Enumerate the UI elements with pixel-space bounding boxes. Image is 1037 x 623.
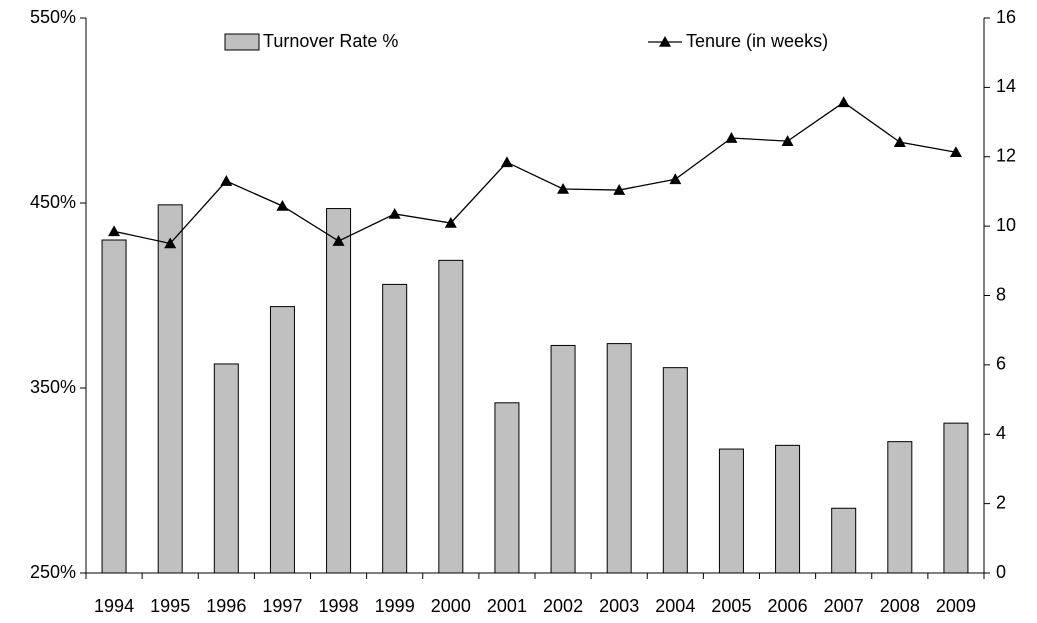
bar [269, 306, 295, 574]
y-tick-label: 450% [30, 192, 76, 212]
line-marker [220, 175, 233, 186]
line-marker [613, 184, 626, 195]
legend-swatch [224, 33, 260, 51]
x-tick-label: 2000 [431, 596, 471, 616]
legend-label: Turnover Rate % [263, 31, 398, 51]
line-marker [669, 173, 682, 185]
y2-tick-label: 6 [996, 354, 1006, 374]
line-marker [781, 135, 794, 146]
line-marker [949, 146, 962, 158]
bar [943, 422, 969, 574]
bar [718, 448, 744, 574]
x-tick-label: 1995 [150, 596, 190, 616]
line [113, 101, 957, 245]
bar [494, 402, 520, 574]
bar [157, 204, 183, 574]
line-marker [500, 156, 513, 168]
line-marker [893, 136, 906, 147]
bar [326, 208, 352, 574]
bar [213, 363, 239, 574]
x-tick-label: 1999 [375, 596, 415, 616]
y2-tick-label: 10 [996, 215, 1016, 235]
line-marker [388, 207, 401, 219]
bar [831, 507, 857, 574]
line-marker [837, 96, 850, 108]
x-tick-label: 2002 [543, 596, 583, 616]
line-marker [444, 217, 457, 228]
y2-tick-label: 8 [996, 284, 1006, 304]
x-tick-label: 2008 [880, 596, 920, 616]
bar [550, 344, 576, 574]
bar [887, 441, 913, 574]
line-marker [276, 200, 289, 211]
line-marker [557, 183, 570, 194]
y2-tick-label: 2 [996, 492, 1006, 512]
y2-tick-label: 14 [996, 76, 1016, 96]
x-tick-label: 1994 [94, 596, 134, 616]
bar [775, 444, 801, 574]
x-tick-label: 1996 [206, 596, 246, 616]
bar [662, 367, 688, 574]
line-marker [164, 237, 177, 249]
x-tick-label: 2001 [487, 596, 527, 616]
bar [382, 283, 408, 574]
x-tick-label: 1997 [262, 596, 302, 616]
y-tick-label: 350% [30, 377, 76, 397]
x-tick-label: 2007 [824, 596, 864, 616]
x-tick-label: 2009 [936, 596, 976, 616]
legend-marker [659, 36, 671, 47]
x-tick-label: 1998 [319, 596, 359, 616]
x-tick-label: 2006 [768, 596, 808, 616]
x-tick-label: 2004 [655, 596, 695, 616]
line-marker [725, 132, 738, 143]
y2-tick-label: 0 [996, 562, 1006, 582]
y2-tick-label: 4 [996, 423, 1006, 443]
x-tick-label: 2003 [599, 596, 639, 616]
y-tick-label: 550% [30, 7, 76, 27]
y-tick-label: 250% [30, 562, 76, 582]
y2-tick-label: 12 [996, 146, 1016, 166]
bar [606, 343, 632, 574]
y2-tick-label: 16 [996, 7, 1016, 27]
line-marker [332, 235, 345, 246]
legend-label: Tenure (in weeks) [686, 31, 828, 51]
x-tick-label: 2005 [711, 596, 751, 616]
bar [101, 239, 127, 574]
line-marker [108, 225, 121, 237]
bar [438, 259, 464, 574]
